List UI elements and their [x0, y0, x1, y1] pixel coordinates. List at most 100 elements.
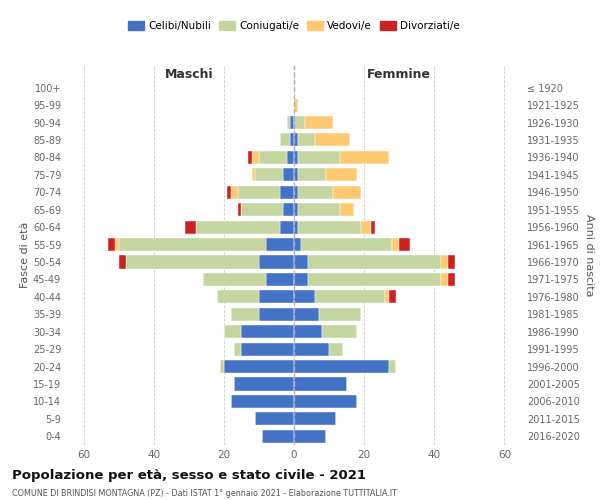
Bar [371, 220, 374, 234]
Bar [294, 342, 329, 355]
Bar [389, 290, 396, 304]
Bar [108, 238, 115, 251]
Bar [241, 325, 294, 338]
Text: Popolazione per età, sesso e stato civile - 2021: Popolazione per età, sesso e stato civil… [12, 470, 366, 482]
Bar [340, 151, 389, 164]
Bar [248, 151, 252, 164]
Bar [326, 168, 357, 181]
Bar [294, 273, 308, 286]
Bar [298, 134, 315, 146]
Bar [227, 186, 231, 199]
Bar [290, 134, 294, 146]
Bar [252, 168, 256, 181]
Bar [399, 238, 410, 251]
Bar [203, 273, 266, 286]
Bar [241, 203, 283, 216]
Bar [361, 220, 371, 234]
Bar [315, 290, 385, 304]
Bar [266, 238, 294, 251]
Bar [259, 290, 294, 304]
Bar [294, 151, 298, 164]
Bar [294, 308, 319, 321]
Bar [294, 412, 336, 426]
Bar [238, 186, 280, 199]
Bar [256, 168, 283, 181]
Bar [290, 116, 294, 129]
Bar [308, 256, 442, 268]
Bar [298, 220, 361, 234]
Bar [224, 325, 241, 338]
Bar [259, 151, 287, 164]
Bar [119, 238, 266, 251]
Text: Femmine: Femmine [367, 68, 431, 82]
Bar [256, 412, 294, 426]
Bar [294, 290, 315, 304]
Legend: Celibi/Nubili, Coniugati/e, Vedovi/e, Divorziati/e: Celibi/Nubili, Coniugati/e, Vedovi/e, Di… [124, 17, 464, 36]
Bar [235, 378, 294, 390]
Bar [287, 151, 294, 164]
Y-axis label: Anni di nascita: Anni di nascita [584, 214, 593, 296]
Bar [322, 325, 357, 338]
Bar [305, 116, 332, 129]
Bar [298, 151, 340, 164]
Bar [298, 168, 326, 181]
Bar [385, 290, 389, 304]
Bar [392, 238, 399, 251]
Bar [231, 308, 259, 321]
Bar [266, 273, 294, 286]
Bar [294, 203, 298, 216]
Bar [329, 342, 343, 355]
Bar [125, 256, 259, 268]
Bar [294, 256, 308, 268]
Bar [294, 430, 326, 443]
Bar [217, 290, 259, 304]
Text: COMUNE DI BRINDISI MONTAGNA (PZ) - Dati ISTAT 1° gennaio 2021 - Elaborazione TUT: COMUNE DI BRINDISI MONTAGNA (PZ) - Dati … [12, 488, 397, 498]
Bar [235, 342, 241, 355]
Text: Maschi: Maschi [164, 68, 213, 82]
Bar [301, 238, 392, 251]
Bar [448, 273, 455, 286]
Bar [220, 360, 224, 373]
Bar [115, 238, 119, 251]
Bar [442, 273, 448, 286]
Bar [294, 220, 298, 234]
Bar [319, 308, 361, 321]
Bar [283, 203, 294, 216]
Bar [340, 203, 353, 216]
Bar [280, 134, 290, 146]
Bar [294, 134, 298, 146]
Bar [287, 116, 290, 129]
Bar [259, 308, 294, 321]
Bar [298, 186, 332, 199]
Bar [224, 360, 294, 373]
Bar [448, 256, 455, 268]
Bar [283, 168, 294, 181]
Bar [252, 151, 259, 164]
Bar [241, 342, 294, 355]
Bar [259, 256, 294, 268]
Bar [294, 238, 301, 251]
Bar [231, 395, 294, 408]
Bar [196, 220, 280, 234]
Bar [332, 186, 361, 199]
Bar [280, 220, 294, 234]
Bar [294, 395, 357, 408]
Bar [315, 134, 350, 146]
Bar [280, 186, 294, 199]
Bar [119, 256, 125, 268]
Bar [294, 325, 322, 338]
Bar [294, 98, 298, 112]
Bar [298, 203, 340, 216]
Bar [238, 203, 241, 216]
Bar [308, 273, 442, 286]
Bar [389, 360, 396, 373]
Y-axis label: Fasce di età: Fasce di età [20, 222, 30, 288]
Bar [294, 168, 298, 181]
Bar [262, 430, 294, 443]
Bar [231, 186, 238, 199]
Bar [294, 360, 389, 373]
Bar [294, 186, 298, 199]
Bar [294, 378, 347, 390]
Bar [185, 220, 196, 234]
Bar [442, 256, 448, 268]
